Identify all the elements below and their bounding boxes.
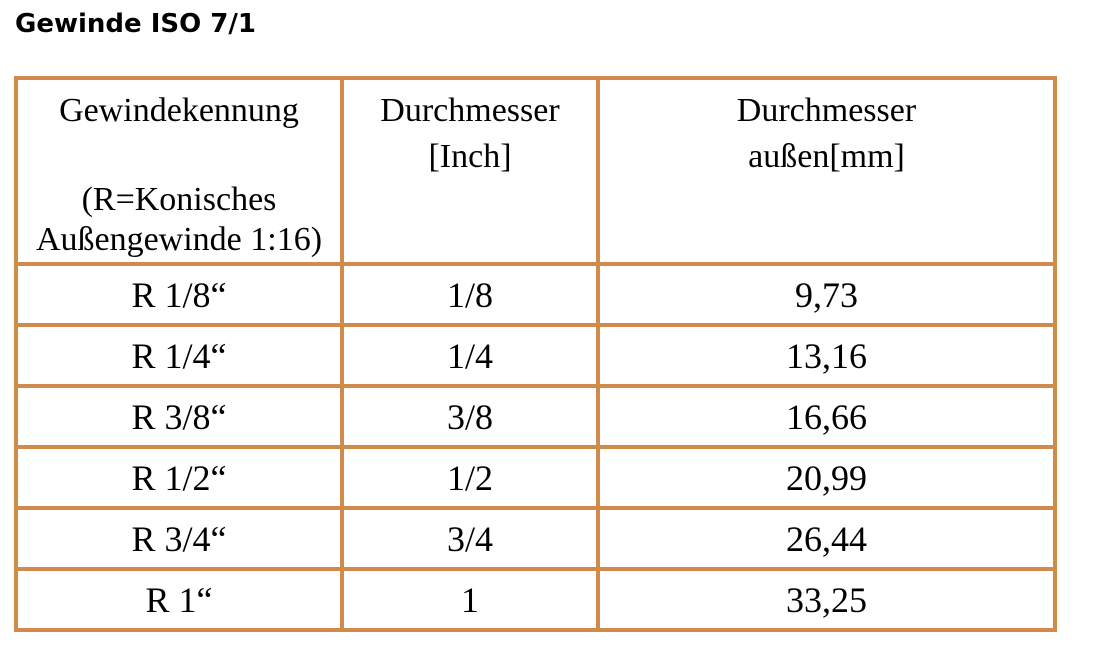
cell-diameter-inch: 3/8 [342,386,598,447]
header-diameter-inch-line2: [Inch] [428,138,512,175]
header-thread-designation: Gewindekennung (R=Konisches Außengewinde… [16,78,342,264]
header-diameter-mm: Durchmesser außen[mm] [598,78,1055,264]
header-thread-designation-label: Gewindekennung [59,92,299,129]
header-diameter-inch-line1: Durchmesser [380,92,560,129]
table-row: R 1“ 1 33,25 [16,569,1055,630]
cell-thread-designation: R 1/2“ [16,447,342,508]
cell-diameter-inch: 1/8 [342,264,598,325]
header-thread-note-line2: Außengewinde 1:16) [35,221,323,258]
cell-thread-designation: R 1“ [16,569,342,630]
table-row: R 1/8“ 1/8 9,73 [16,264,1055,325]
cell-diameter-mm: 16,66 [598,386,1055,447]
header-thread-note-line1: (R=Konisches [81,181,277,218]
cell-diameter-mm: 9,73 [598,264,1055,325]
cell-diameter-inch: 1 [342,569,598,630]
table-row: R 3/8“ 3/8 16,66 [16,386,1055,447]
cell-diameter-inch: 1/4 [342,325,598,386]
header-diameter-inch: Durchmesser [Inch] [342,78,598,264]
cell-diameter-mm: 13,16 [598,325,1055,386]
cell-thread-designation: R 3/4“ [16,508,342,569]
header-diameter-mm-line1: Durchmesser [736,92,917,129]
table-row: R 1/2“ 1/2 20,99 [16,447,1055,508]
cell-diameter-mm: 20,99 [598,447,1055,508]
cell-thread-designation: R 3/8“ [16,386,342,447]
header-spacer [18,134,340,180]
thread-size-table: Gewindekennung (R=Konisches Außengewinde… [14,76,1057,632]
cell-diameter-inch: 3/4 [342,508,598,569]
page-title: Gewinde ISO 7/1 [15,9,256,39]
cell-diameter-inch: 1/2 [342,447,598,508]
table-row: R 1/4“ 1/4 13,16 [16,325,1055,386]
cell-thread-designation: R 1/8“ [16,264,342,325]
cell-thread-designation: R 1/4“ [16,325,342,386]
cell-diameter-mm: 26,44 [598,508,1055,569]
cell-diameter-mm: 33,25 [598,569,1055,630]
header-diameter-mm-line2: außen[mm] [748,138,905,175]
table-row: R 3/4“ 3/4 26,44 [16,508,1055,569]
table-header-row: Gewindekennung (R=Konisches Außengewinde… [16,78,1055,264]
